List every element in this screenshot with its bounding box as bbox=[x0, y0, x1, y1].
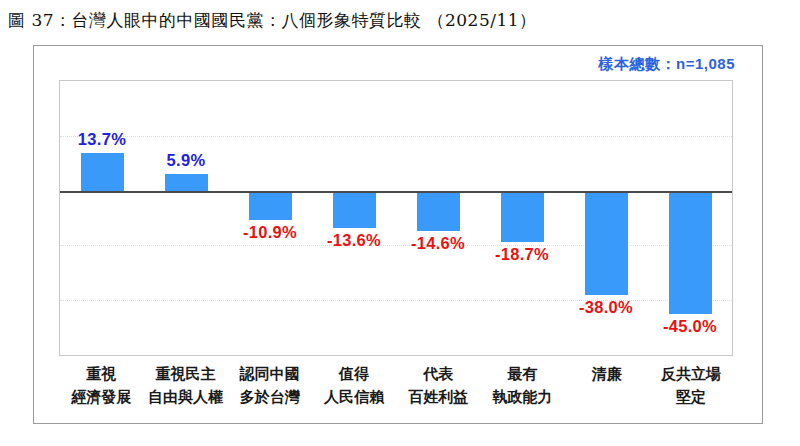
category-label: 值得人民信賴 bbox=[312, 362, 396, 408]
value-label: -18.7% bbox=[467, 245, 577, 264]
bar bbox=[417, 191, 460, 231]
bar bbox=[249, 191, 292, 221]
value-label: -45.0% bbox=[635, 317, 745, 336]
bar bbox=[165, 174, 208, 190]
category-label: 認同中國多於台灣 bbox=[228, 362, 312, 408]
value-label: 5.9% bbox=[131, 151, 241, 170]
bar bbox=[333, 191, 376, 228]
category-label: 重視經濟發展 bbox=[59, 362, 143, 408]
category-label: 代表百姓利益 bbox=[396, 362, 480, 408]
zero-axis-line bbox=[60, 191, 732, 193]
category-label: 反共立場堅定 bbox=[649, 362, 733, 408]
sample-size-note: 樣本總數：n=1,085 bbox=[599, 55, 735, 74]
category-label: 重視民主自由與人權 bbox=[143, 362, 227, 408]
gridline bbox=[60, 136, 732, 137]
plot-area: 13.7%5.9%-10.9%-13.6%-14.6%-18.7%-38.0%-… bbox=[59, 80, 733, 356]
value-label: -38.0% bbox=[551, 298, 661, 317]
bar bbox=[585, 191, 628, 295]
category-label: 清廉 bbox=[565, 362, 649, 408]
value-label: 13.7% bbox=[47, 130, 157, 149]
bar bbox=[669, 191, 712, 314]
chart-figure: 圖 37：台灣人眼中的中國國民黨：八個形象特質比較 （2025/11） 樣本總數… bbox=[0, 0, 800, 446]
x-axis-labels: 重視經濟發展重視民主自由與人權認同中國多於台灣值得人民信賴代表百姓利益最有執政能… bbox=[59, 362, 733, 408]
chart-box: 樣本總數：n=1,085 13.7%5.9%-10.9%-13.6%-14.6%… bbox=[33, 45, 763, 424]
bar bbox=[81, 153, 124, 191]
category-label: 最有執政能力 bbox=[480, 362, 564, 408]
chart-title: 圖 37：台灣人眼中的中國國民黨：八個形象特質比較 （2025/11） bbox=[8, 9, 537, 32]
bar bbox=[501, 191, 544, 242]
